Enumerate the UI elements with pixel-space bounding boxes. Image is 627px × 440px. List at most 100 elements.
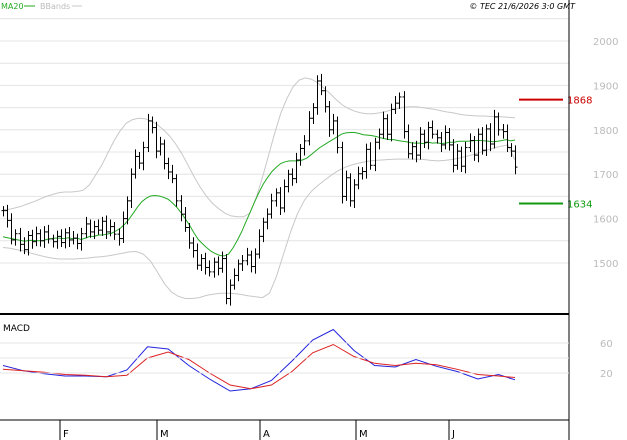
legend-ma20: MA20 [1,2,24,11]
ohlc-bar [468,133,473,152]
ohlc-bar [187,223,192,249]
ohlc-bar [228,279,233,306]
ohlc-bar [67,227,72,248]
ohlc-bar [488,123,493,152]
ohlc-bar [18,227,23,252]
ohlc-bar [451,139,456,173]
level-label: 1634 [567,200,592,211]
ohlc-bar [71,231,76,245]
ohlc-bar [335,116,340,154]
ohlc-bar [331,113,336,135]
ohlc-bar [302,135,307,156]
ohlc-bar [245,247,250,266]
price-bars [1,73,518,306]
ohlc-bar [59,229,64,248]
ohlc-bar [117,228,122,246]
ohlc-bar [79,227,84,251]
ohlc-bar [422,129,427,149]
ohlc-bar [323,86,328,113]
price-levels: 1868 1634 [519,96,592,211]
x-tick-label: M [160,429,169,440]
ohlc-bar [360,167,365,180]
ohlc-bar [484,124,489,156]
bollinger-bands [2,77,516,299]
ohlc-bar [75,233,80,250]
ohlc-bar [402,91,407,139]
ohlc-bar [104,215,109,240]
ohlc-bar [282,179,287,213]
ohlc-bar [397,92,402,109]
ohlc-bar [30,229,35,249]
ohlc-bar [377,128,382,150]
ohlc-bar [261,217,266,243]
macd-series-signal [2,343,516,390]
ohlc-bar [435,129,440,144]
ohlc-bar [257,229,262,259]
ohlc-bar [183,207,188,232]
ohlc-bar [22,237,27,255]
ohlc-bar [249,250,254,273]
ohlc-bar [166,157,171,180]
ohlc-bar [84,216,89,239]
y-tick-label: 1900 [593,81,618,92]
x-tick-label: M [359,429,368,440]
ohlc-bar [496,112,501,136]
ohlc-bar [505,124,510,152]
y-tick-label: 1800 [593,126,618,137]
ohlc-bar [170,164,175,184]
ohlc-bar [513,145,518,175]
ohlc-bar [63,228,68,249]
ohlc-bar [406,124,411,159]
ohlc-bar [195,243,200,270]
ohlc-bar [319,73,324,96]
ohlc-bar [96,219,101,235]
ohlc-bar [212,257,217,278]
ohlc-bar [274,188,279,207]
price-y-ticks: 1500 1600 1700 1800 1900 2000 [593,37,618,270]
macd-lines [2,328,516,392]
ohlc-bar [253,248,258,274]
macd-title: MACD [3,324,30,334]
ohlc-bar [410,142,415,160]
ohlc-bar [298,144,303,166]
ohlc-bar [426,121,431,150]
bband-lower [2,144,516,299]
ohlc-bar [418,127,423,160]
ohlc-bar [455,144,460,170]
ohlc-bar [340,141,345,204]
ohlc-bar [463,141,468,174]
ohlc-bar [356,166,361,190]
ohlc-bar [158,136,163,156]
ohlc-bar [150,116,155,134]
ohlc-bar [443,125,448,150]
ohlc-bar [232,268,237,290]
ohlc-bar [51,234,56,248]
x-tick-label: F [63,429,69,440]
y-tick-label: 1500 [593,259,618,270]
ohlc-bar [381,111,386,139]
ohlc-bar [38,229,43,247]
ohlc-bar [141,141,146,171]
ohlc-bar [216,256,221,276]
ohlc-bar [509,143,514,157]
ohlc-bar [179,195,184,222]
ohlc-bar [472,136,477,161]
ohlc-bar [55,230,60,249]
ohlc-bar [26,231,31,256]
ohlc-bar [389,103,394,142]
ohlc-bar [42,226,47,248]
ohlc-bar [108,219,113,237]
ohlc-bar [480,127,485,155]
ohlc-bar [199,254,204,271]
ohlc-bar [278,187,283,216]
ohlc-bar [5,204,10,228]
bband-upper [2,77,516,218]
ohlc-bar [368,142,373,170]
ohlc-bar [203,252,208,275]
ohlc-bar [414,140,419,163]
ohlc-bar [348,173,353,207]
ohlc-bar [240,255,245,271]
